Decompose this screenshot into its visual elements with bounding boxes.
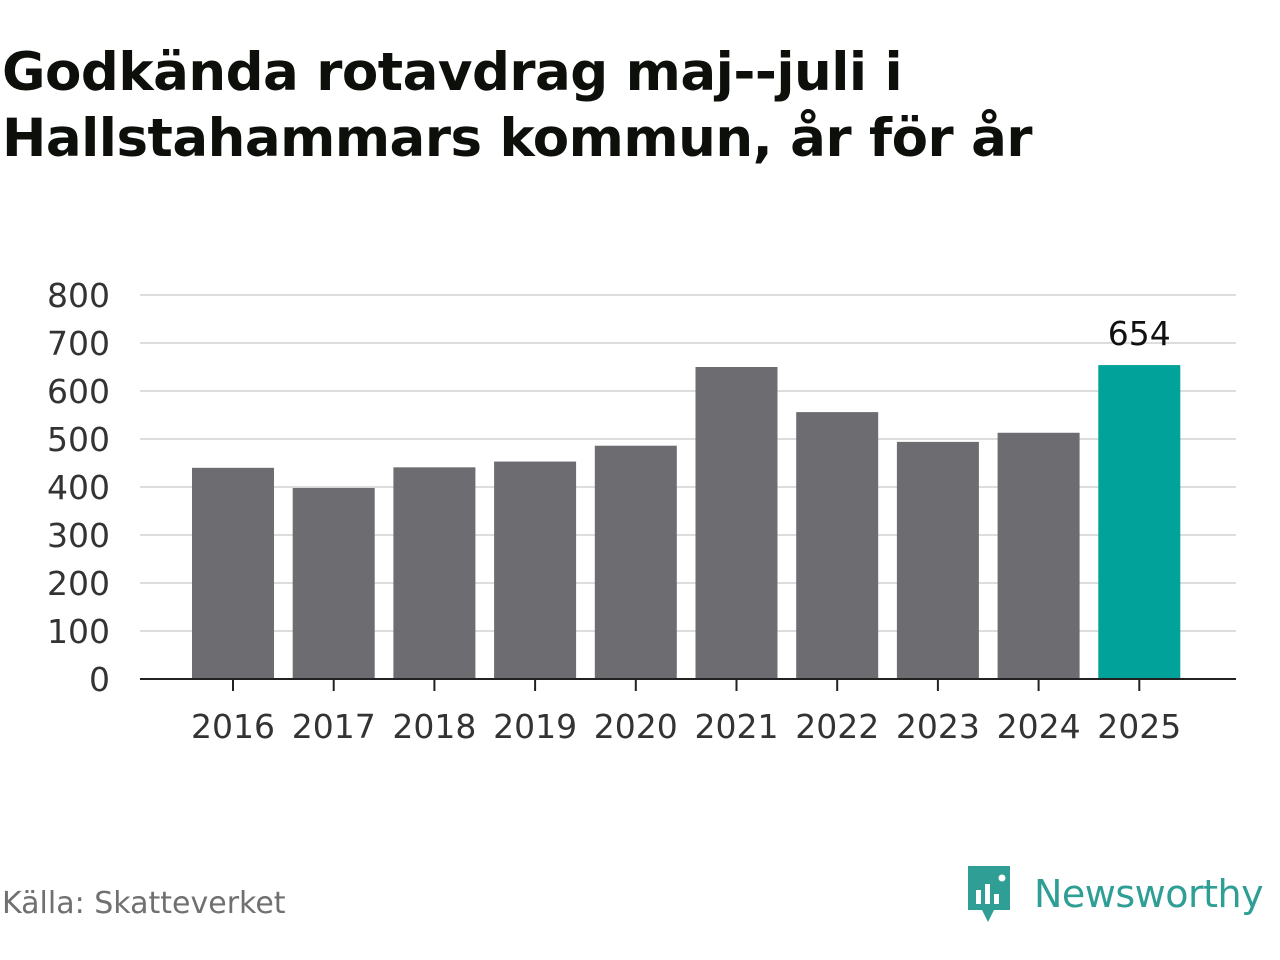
bar-2016: [192, 468, 274, 679]
x-tick-label: 2024: [997, 707, 1081, 746]
bar-2021: [696, 367, 778, 679]
y-tick-label: 400: [47, 468, 110, 507]
bar-2025: [1098, 365, 1180, 679]
y-tick-label: 100: [47, 612, 110, 651]
data-label-2025: 654: [1108, 314, 1171, 353]
data-labels: 654: [1108, 314, 1171, 353]
bar-2023: [897, 442, 979, 679]
y-tick-label: 600: [47, 372, 110, 411]
brand-logo: Newsworthy: [964, 864, 1263, 924]
x-tick-label: 2025: [1097, 707, 1181, 746]
y-tick-label: 300: [47, 516, 110, 555]
y-tick-label: 0: [89, 660, 110, 699]
y-tick-label: 500: [47, 420, 110, 459]
x-tick-label: 2022: [795, 707, 879, 746]
bar-2017: [293, 488, 375, 679]
x-tick-label: 2021: [695, 707, 779, 746]
x-axis-ticks: 2016 2017 2018 2019 2020 2021 2022 2023 2024 2025: [191, 679, 1181, 746]
bar-2019: [494, 462, 576, 679]
x-tick-label: 2019: [493, 707, 577, 746]
newsworthy-logo-icon: [964, 864, 1014, 924]
bar-2020: [595, 446, 677, 679]
x-tick-label: 2023: [896, 707, 980, 746]
y-axis-ticks: 0 100 200 300 400 500 600 700 800: [47, 276, 110, 699]
y-tick-label: 200: [47, 564, 110, 603]
x-tick-label: 2016: [191, 707, 275, 746]
bar-2024: [998, 433, 1080, 679]
y-tick-label: 700: [47, 324, 110, 363]
bar-2022: [796, 412, 878, 679]
y-tick-label: 800: [47, 276, 110, 315]
x-tick-label: 2018: [392, 707, 476, 746]
x-tick-label: 2020: [594, 707, 678, 746]
x-tick-label: 2017: [292, 707, 376, 746]
brand-name: Newsworthy: [1034, 872, 1263, 916]
source-note: Källa: Skatteverket: [2, 886, 286, 921]
bar-2018: [393, 467, 475, 679]
